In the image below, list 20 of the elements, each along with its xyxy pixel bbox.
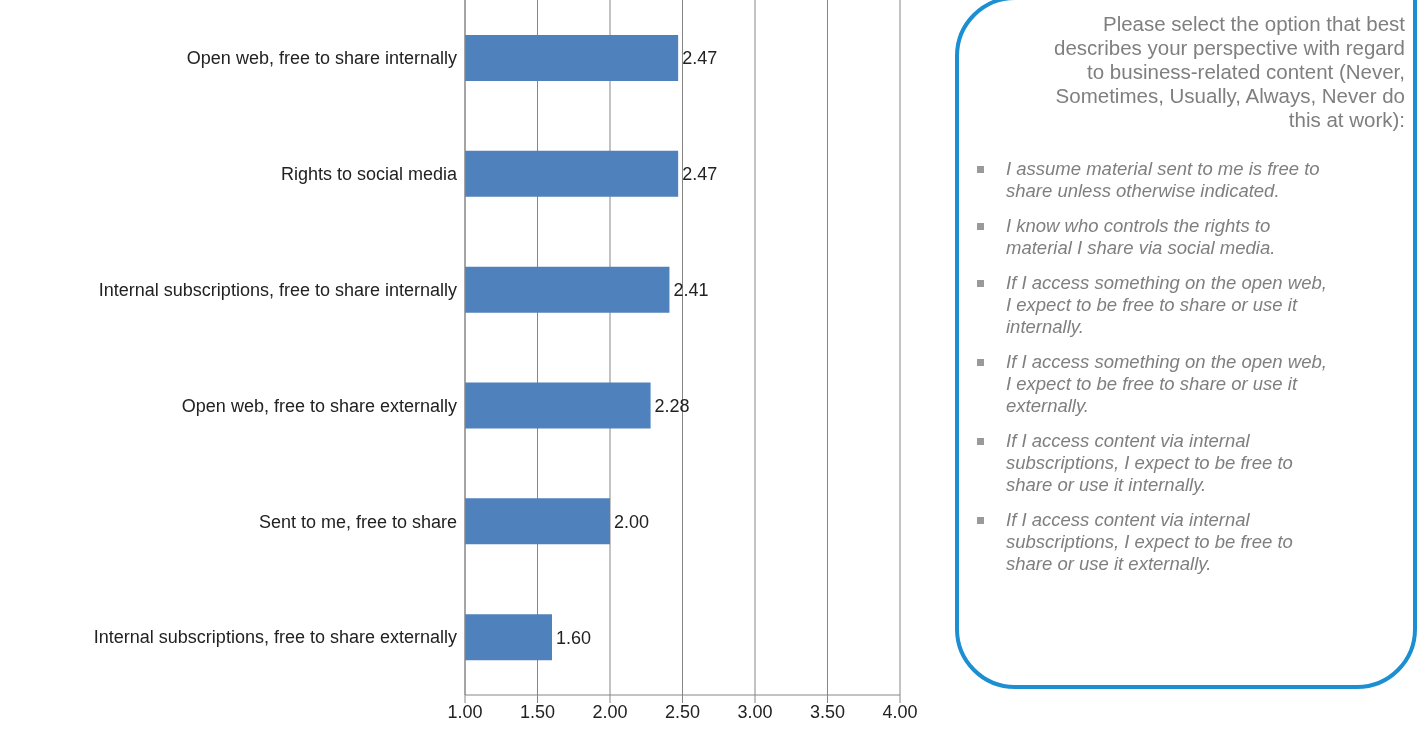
x-tick-label: 1.50 xyxy=(519,701,556,722)
y-tick-label: Sent to me, free to share xyxy=(258,511,457,532)
x-tick-label: 4.00 xyxy=(882,701,918,722)
y-tick-label: Open web, free to share externally xyxy=(181,395,457,416)
data-label: 1.60 xyxy=(556,627,592,648)
x-tick-label: 3.00 xyxy=(737,701,773,722)
y-tick-label: Internal subscriptions, free to share internally xyxy=(98,279,457,300)
x-tick-label: 2.00 xyxy=(592,701,628,722)
x-tick-label: 2.50 xyxy=(664,701,701,722)
data-label: 2.28 xyxy=(654,395,690,416)
callout-box: Please select the option that best describes your perspective with regard to business-related content (Never, Sometimes, Usually, Always, Never do this at work): I assume material sent to me is free to share unless otherwise indicated. I know who controls the rights to material I share via social media. If I access something on the open web, I expect to be free to share or use it internally. If I access something on the open web, I expect to be free to share or use it externally. If I access content via internal subscriptions, I expect to be free to share or use it internally. If I access content via internal subscriptions, I expect to be free to share or use it externally. xyxy=(955,0,1417,689)
x-tick-label: 3.50 xyxy=(809,701,846,722)
y-tick-label: Rights to social media xyxy=(280,164,458,185)
data-label: 2.00 xyxy=(614,511,650,532)
y-tick-label: Internal subscriptions, free to share externally xyxy=(93,627,457,648)
x-tick-label: 1.00 xyxy=(447,701,483,722)
data-label: 2.47 xyxy=(682,164,718,185)
data-label: 2.47 xyxy=(682,48,718,69)
y-tick-label: Open web, free to share internally xyxy=(186,48,457,69)
data-label: 2.41 xyxy=(673,280,709,301)
